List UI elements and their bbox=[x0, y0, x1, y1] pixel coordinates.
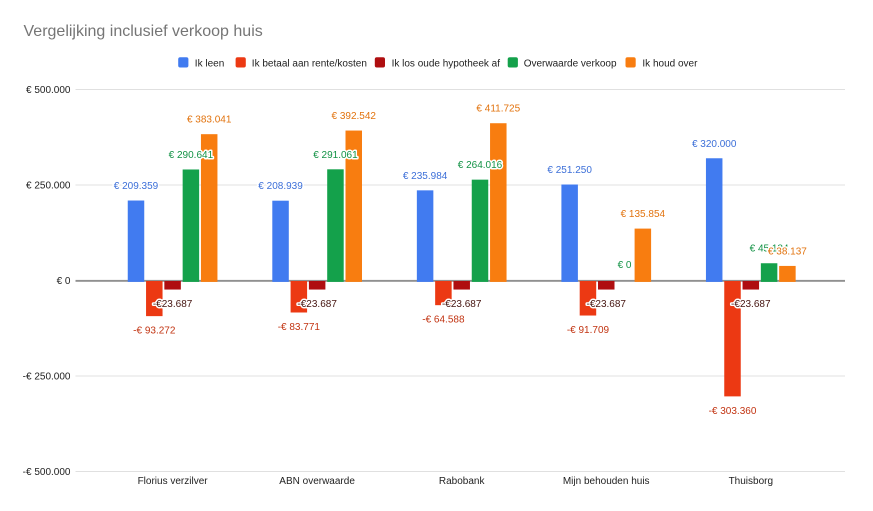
svg-text:€ 383.041: € 383.041 bbox=[187, 115, 232, 126]
svg-text:ABN overwaarde: ABN overwaarde bbox=[279, 476, 355, 487]
svg-text:€ 392.542: € 392.542 bbox=[332, 111, 377, 122]
svg-text:€ 320.000: € 320.000 bbox=[692, 139, 737, 150]
svg-text:Vergelijking inclusief verkoop: Vergelijking inclusief verkoop huis bbox=[24, 23, 263, 40]
svg-text:-€ 500.000: -€ 500.000 bbox=[23, 467, 71, 478]
svg-text:-€ 83.771: -€ 83.771 bbox=[278, 322, 321, 333]
svg-text:€ 0: € 0 bbox=[57, 276, 71, 287]
svg-text:Overwaarde verkoop: Overwaarde verkoop bbox=[524, 58, 617, 69]
svg-text:Ik betaal aan rente/kosten: Ik betaal aan rente/kosten bbox=[252, 58, 367, 69]
svg-text:€ 250.000: € 250.000 bbox=[26, 181, 71, 192]
svg-text:€ 38.137: € 38.137 bbox=[768, 246, 807, 257]
svg-text:€ 135.854: € 135.854 bbox=[621, 209, 666, 220]
svg-text:-€ 64.588: -€ 64.588 bbox=[422, 315, 465, 326]
svg-text:€ 235.984: € 235.984 bbox=[403, 171, 448, 182]
svg-text:€ 45.184: € 45.184 bbox=[750, 244, 789, 255]
svg-text:-€ 250.000: -€ 250.000 bbox=[23, 372, 71, 383]
svg-text:€ 0: € 0 bbox=[618, 260, 632, 271]
svg-text:€ 209.359: € 209.359 bbox=[114, 181, 159, 192]
svg-text:Mijn behouden huis: Mijn behouden huis bbox=[563, 476, 650, 487]
svg-text:-€23.687: -€23.687 bbox=[297, 299, 337, 310]
svg-text:Thuisborg: Thuisborg bbox=[729, 476, 773, 487]
svg-text:-€ 91.709: -€ 91.709 bbox=[567, 325, 610, 336]
svg-text:Ik houd over: Ik houd over bbox=[642, 58, 698, 69]
svg-text:€ 251.250: € 251.250 bbox=[547, 165, 592, 176]
svg-text:€ 208.939: € 208.939 bbox=[258, 181, 303, 192]
svg-text:€ 264.016: € 264.016 bbox=[458, 160, 503, 171]
svg-text:-€23.687: -€23.687 bbox=[587, 299, 627, 310]
svg-text:Ik leen: Ik leen bbox=[195, 58, 224, 69]
svg-text:€ 290.641: € 290.641 bbox=[169, 150, 214, 161]
svg-text:-€ 303.360: -€ 303.360 bbox=[709, 406, 757, 417]
svg-text:-€ 93.272: -€ 93.272 bbox=[133, 326, 176, 337]
svg-text:€ 291.061: € 291.061 bbox=[313, 150, 358, 161]
svg-text:Ik los oude hypotheek af: Ik los oude hypotheek af bbox=[392, 58, 501, 69]
svg-text:-€23.687: -€23.687 bbox=[731, 299, 771, 310]
svg-text:-€23.687: -€23.687 bbox=[442, 299, 482, 310]
svg-text:€ 500.000: € 500.000 bbox=[26, 85, 71, 96]
svg-text:Florius verzilver: Florius verzilver bbox=[138, 476, 209, 487]
svg-text:-€23.687: -€23.687 bbox=[153, 299, 193, 310]
svg-text:€ 411.725: € 411.725 bbox=[476, 104, 520, 115]
svg-text:Rabobank: Rabobank bbox=[439, 476, 486, 487]
